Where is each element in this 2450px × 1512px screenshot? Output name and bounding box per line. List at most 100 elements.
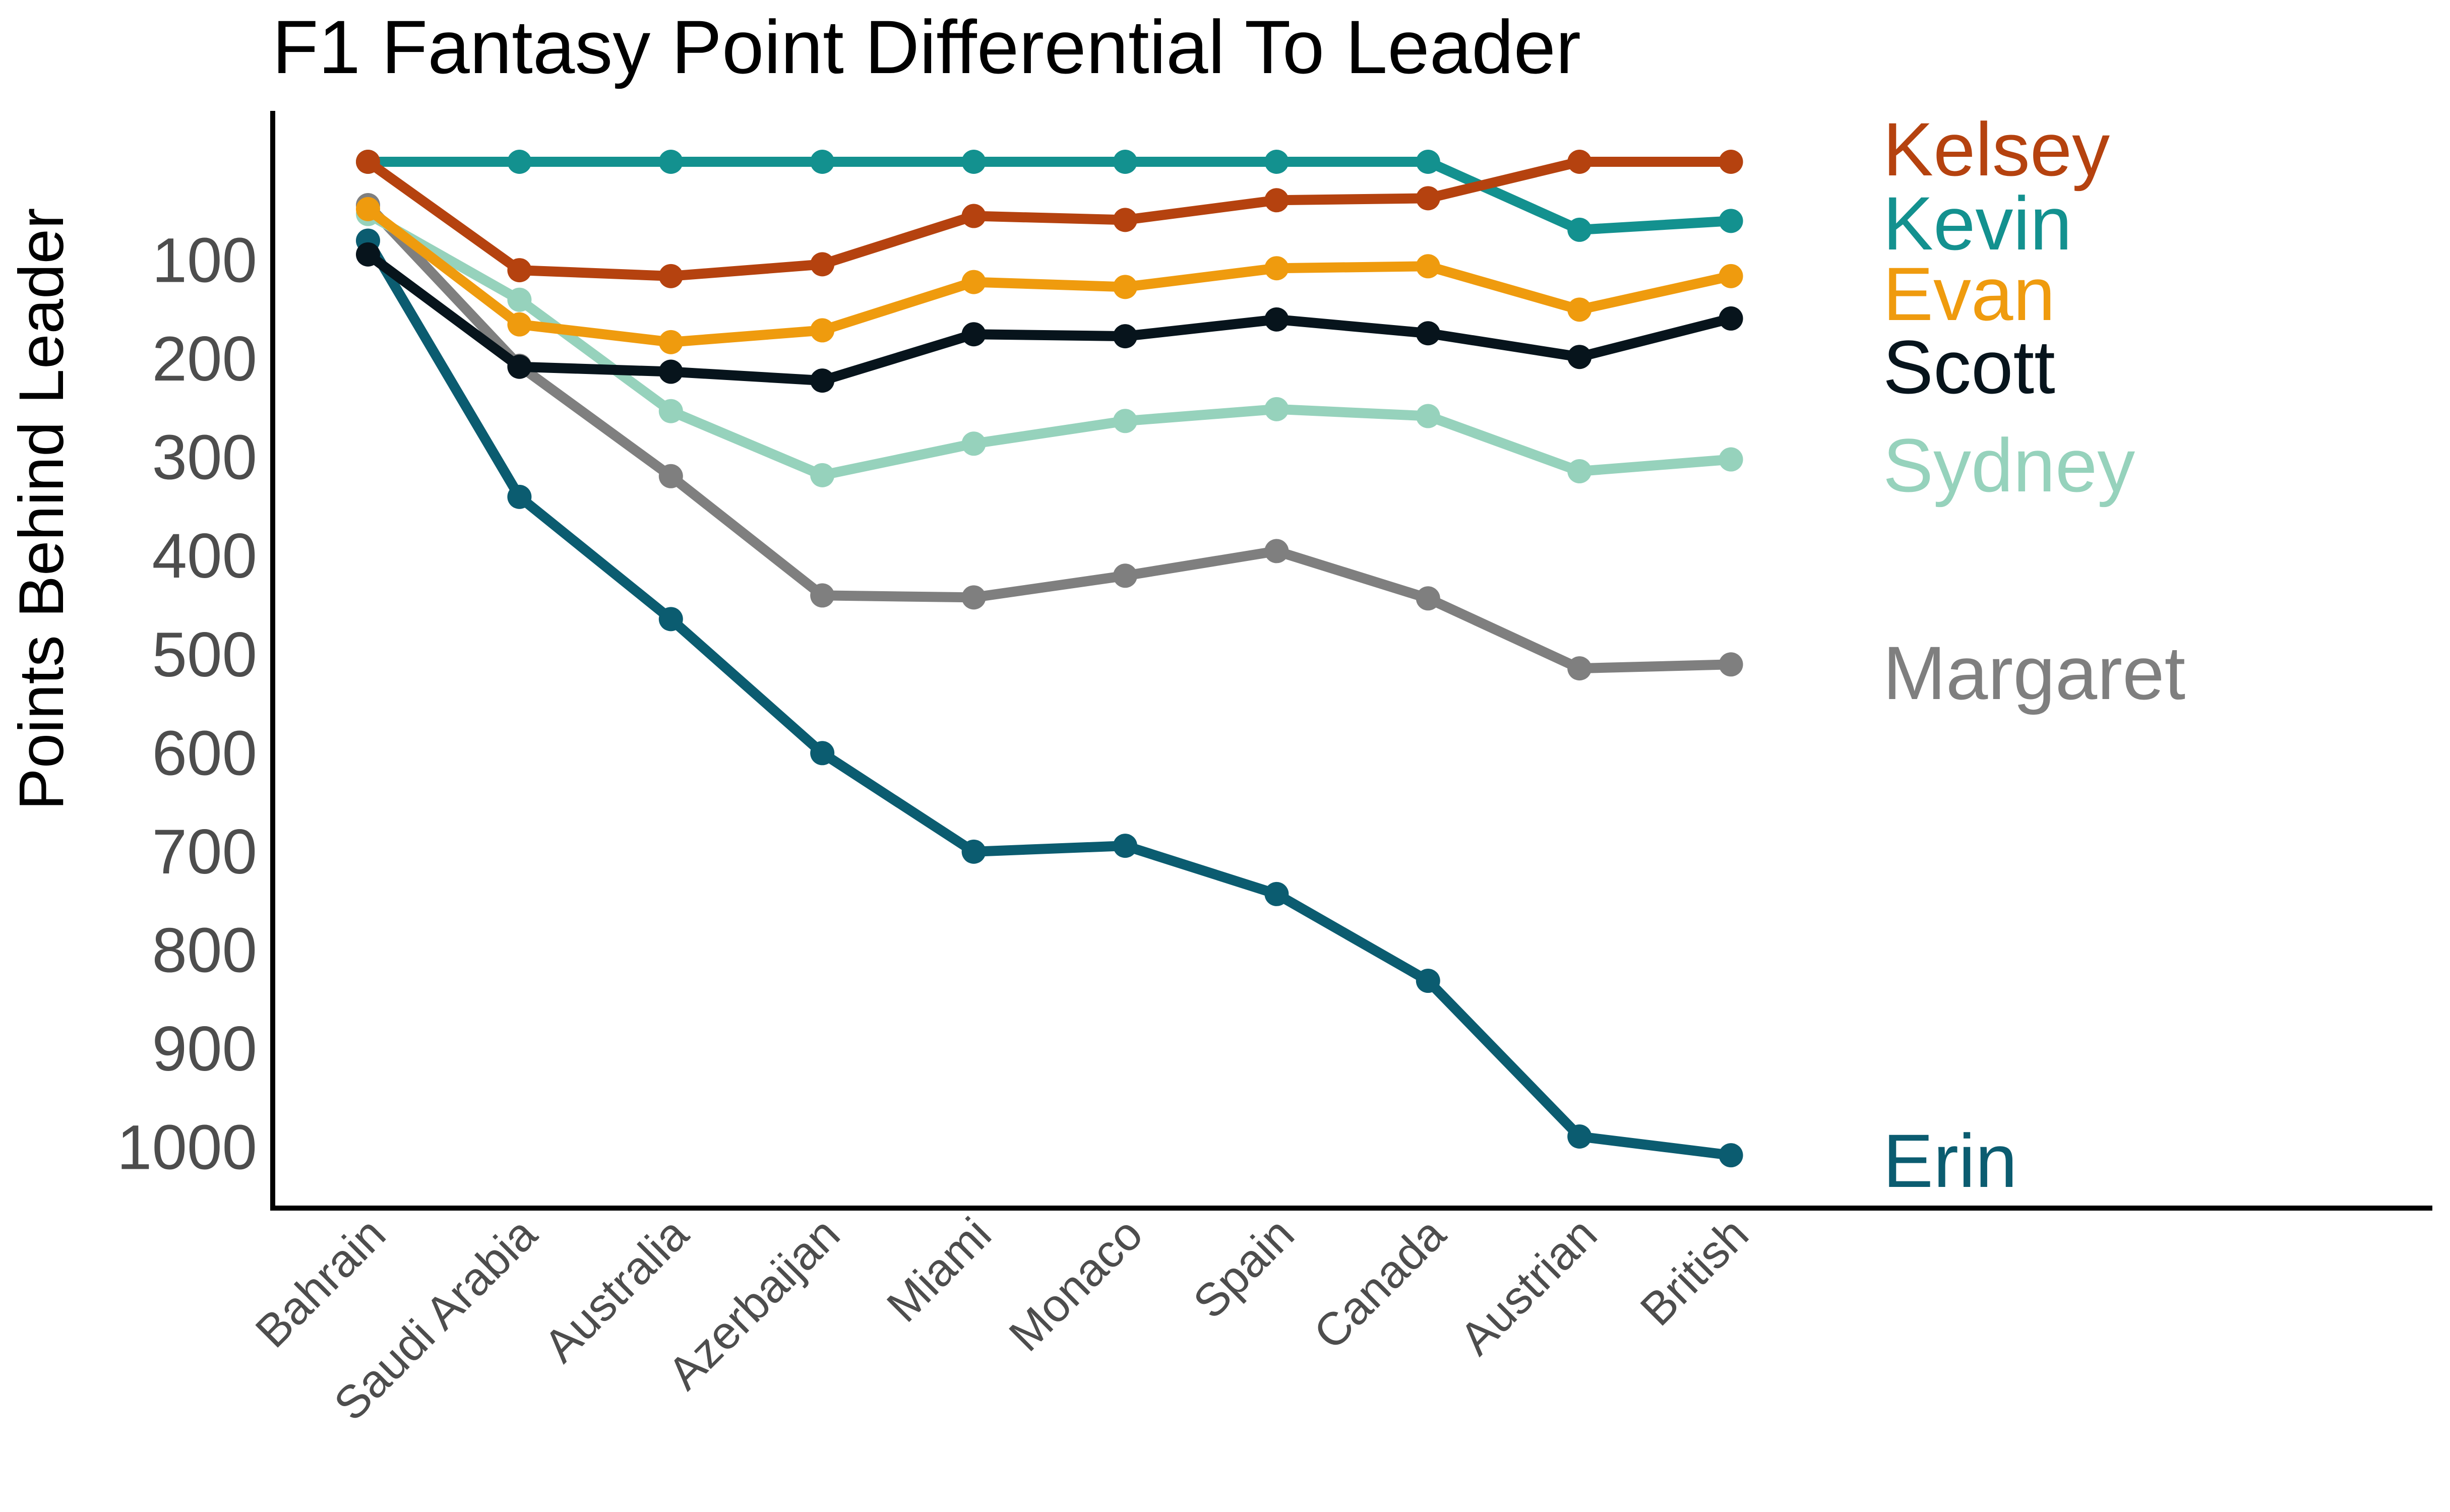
data-point — [1719, 1143, 1743, 1168]
series-scott — [356, 242, 1743, 393]
data-point — [1719, 264, 1743, 288]
data-point — [1567, 656, 1592, 681]
series-label-margaret: Margaret — [1883, 631, 2185, 715]
data-point — [507, 150, 532, 174]
data-point — [658, 464, 683, 488]
data-point — [507, 484, 532, 509]
data-point — [1416, 586, 1440, 611]
y-tick-label: 1000 — [117, 1113, 257, 1183]
data-point — [961, 150, 986, 174]
series-label-sydney: Sydney — [1883, 423, 2135, 508]
data-point — [658, 150, 683, 174]
series-line — [363, 157, 1736, 235]
data-point — [1567, 217, 1592, 242]
data-point — [1416, 321, 1440, 346]
data-point — [1719, 150, 1743, 174]
series-line — [363, 209, 1736, 480]
y-axis-label: Points Behind Leader — [7, 208, 77, 810]
series-kelsey — [356, 150, 1743, 288]
data-point — [1113, 150, 1137, 174]
series-layer — [356, 150, 1743, 1168]
data-point — [810, 368, 835, 393]
series-label-kelsey: Kelsey — [1883, 107, 2110, 192]
y-tick-label: 700 — [152, 817, 257, 887]
series-line — [363, 157, 1736, 281]
data-point — [1113, 208, 1137, 232]
series-line — [363, 249, 1736, 386]
data-point — [507, 258, 532, 283]
y-tick-label: 600 — [152, 718, 257, 788]
y-tick-label: 300 — [152, 423, 257, 493]
series-line — [363, 235, 1736, 1161]
data-point — [1264, 397, 1289, 421]
chart-title: F1 Fantasy Point Differential To Leader — [272, 5, 1581, 89]
x-tick-label: Canada — [1304, 1208, 1456, 1359]
x-tick-label: British — [1631, 1208, 1758, 1336]
data-point — [961, 270, 986, 294]
data-point — [1264, 256, 1289, 281]
data-point — [356, 197, 380, 221]
data-point — [810, 252, 835, 277]
data-point — [1113, 563, 1137, 588]
series-evan — [356, 197, 1743, 354]
data-point — [1719, 652, 1743, 677]
data-point — [1416, 150, 1440, 174]
data-point — [1264, 188, 1289, 213]
data-point — [1567, 459, 1592, 484]
data-point — [507, 354, 532, 379]
data-point — [658, 399, 683, 423]
series-kevin — [356, 150, 1743, 242]
data-point — [1416, 969, 1440, 993]
data-point — [961, 585, 986, 610]
data-point — [1719, 447, 1743, 472]
data-point — [810, 741, 835, 766]
x-tick-label: Miami — [877, 1208, 1001, 1332]
series-label-erin: Erin — [1883, 1118, 2017, 1203]
data-point — [507, 287, 532, 312]
data-point — [961, 204, 986, 228]
data-point — [1264, 150, 1289, 174]
data-point — [1113, 275, 1137, 299]
data-point — [810, 318, 835, 343]
data-point — [658, 359, 683, 384]
data-point — [356, 242, 380, 267]
data-point — [1719, 306, 1743, 331]
data-point — [961, 322, 986, 347]
data-point — [1567, 345, 1592, 369]
series-label-kevin: Kevin — [1883, 181, 2072, 266]
y-axis-ticks: 100 200 300 400 500 600 700 800 900 1000 — [117, 226, 257, 1183]
y-tick-label: 800 — [152, 915, 257, 985]
data-point — [961, 839, 986, 864]
y-tick-label: 400 — [152, 521, 257, 591]
data-point — [1113, 834, 1137, 858]
data-point — [1567, 150, 1592, 174]
series-label-evan: Evan — [1883, 251, 2055, 336]
y-tick-label: 100 — [152, 226, 257, 296]
data-point — [1567, 297, 1592, 322]
data-point — [810, 583, 835, 608]
data-point — [658, 264, 683, 288]
y-tick-label: 500 — [152, 620, 257, 690]
data-point — [1416, 254, 1440, 279]
data-point — [1264, 307, 1289, 332]
x-tick-label: Austrian — [1450, 1208, 1607, 1365]
data-point — [1113, 324, 1137, 349]
series-label-scott: Scott — [1883, 325, 2055, 409]
x-tick-label: Monaco — [1000, 1208, 1153, 1361]
data-point — [1567, 1124, 1592, 1149]
data-point — [961, 431, 986, 456]
series-line — [363, 204, 1736, 347]
y-tick-label: 900 — [152, 1014, 257, 1084]
data-point — [810, 150, 835, 174]
data-point — [658, 607, 683, 632]
data-point — [356, 150, 380, 174]
data-point — [658, 330, 683, 354]
data-point — [1264, 539, 1289, 563]
x-tick-label: Spain — [1184, 1208, 1304, 1329]
data-point — [1264, 881, 1289, 906]
data-point — [1416, 186, 1440, 211]
data-point — [507, 312, 532, 337]
